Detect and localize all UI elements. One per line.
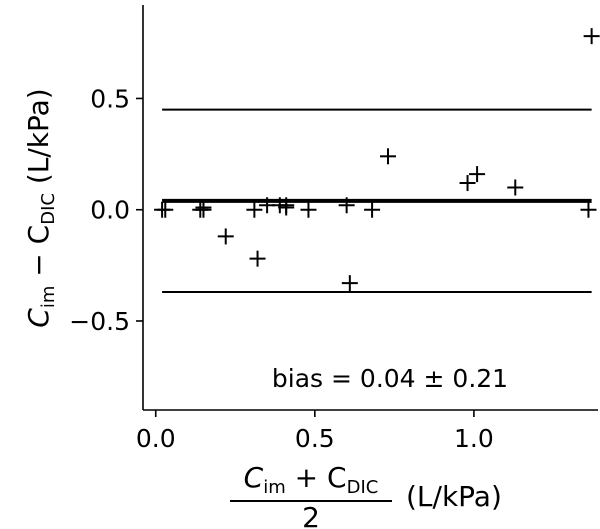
data-point bbox=[249, 250, 266, 267]
bias-annotation: bias = 0.04 ± 0.21 bbox=[272, 364, 508, 393]
data-point bbox=[364, 201, 381, 218]
x-label-unit: (L/kPa) bbox=[406, 480, 502, 513]
x-label-numerator: Cim + CDIC bbox=[244, 461, 379, 498]
plot-points bbox=[154, 28, 600, 292]
y-axis-ticks: −0.5 0.0 0.5 bbox=[69, 84, 143, 336]
data-point bbox=[341, 275, 358, 292]
x-label-sub2: DIC bbox=[347, 477, 379, 498]
y-label-unit: (L/kPa) bbox=[22, 88, 55, 193]
x-label-mid: + C bbox=[286, 461, 347, 494]
y-tick-label: 0.0 bbox=[90, 196, 130, 225]
y-label-c1: C bbox=[22, 308, 55, 328]
data-point bbox=[380, 148, 396, 165]
x-tick-label: 0.0 bbox=[136, 424, 176, 453]
y-axis-label: Cim − CDIC (L/kPa) bbox=[22, 88, 59, 327]
x-axis-ticks: 0.0 0.5 1.0 bbox=[136, 410, 494, 453]
data-point bbox=[157, 201, 174, 218]
y-label-mid: − C bbox=[22, 225, 55, 286]
y-label-sub2: DIC bbox=[38, 193, 59, 225]
data-point bbox=[469, 166, 486, 183]
x-tick-label: 1.0 bbox=[454, 424, 494, 453]
data-point bbox=[195, 199, 212, 216]
x-label-c1: C bbox=[244, 461, 264, 494]
data-point bbox=[583, 28, 600, 45]
data-point bbox=[278, 199, 295, 216]
data-point bbox=[507, 179, 524, 196]
x-tick-label: 0.5 bbox=[295, 424, 335, 453]
data-point bbox=[217, 228, 234, 245]
data-point bbox=[580, 201, 597, 218]
x-label-sub1: im bbox=[263, 477, 286, 498]
y-tick-label: −0.5 bbox=[69, 307, 130, 336]
y-label-sub1: im bbox=[38, 286, 59, 309]
data-point bbox=[338, 197, 355, 214]
x-label-denominator: 2 bbox=[302, 501, 320, 529]
data-point bbox=[246, 201, 263, 218]
y-tick-label: 0.5 bbox=[90, 84, 130, 113]
plot-lines bbox=[162, 108, 592, 294]
data-point bbox=[459, 175, 476, 192]
axes-frame bbox=[142, 5, 598, 411]
data-point bbox=[300, 201, 317, 218]
